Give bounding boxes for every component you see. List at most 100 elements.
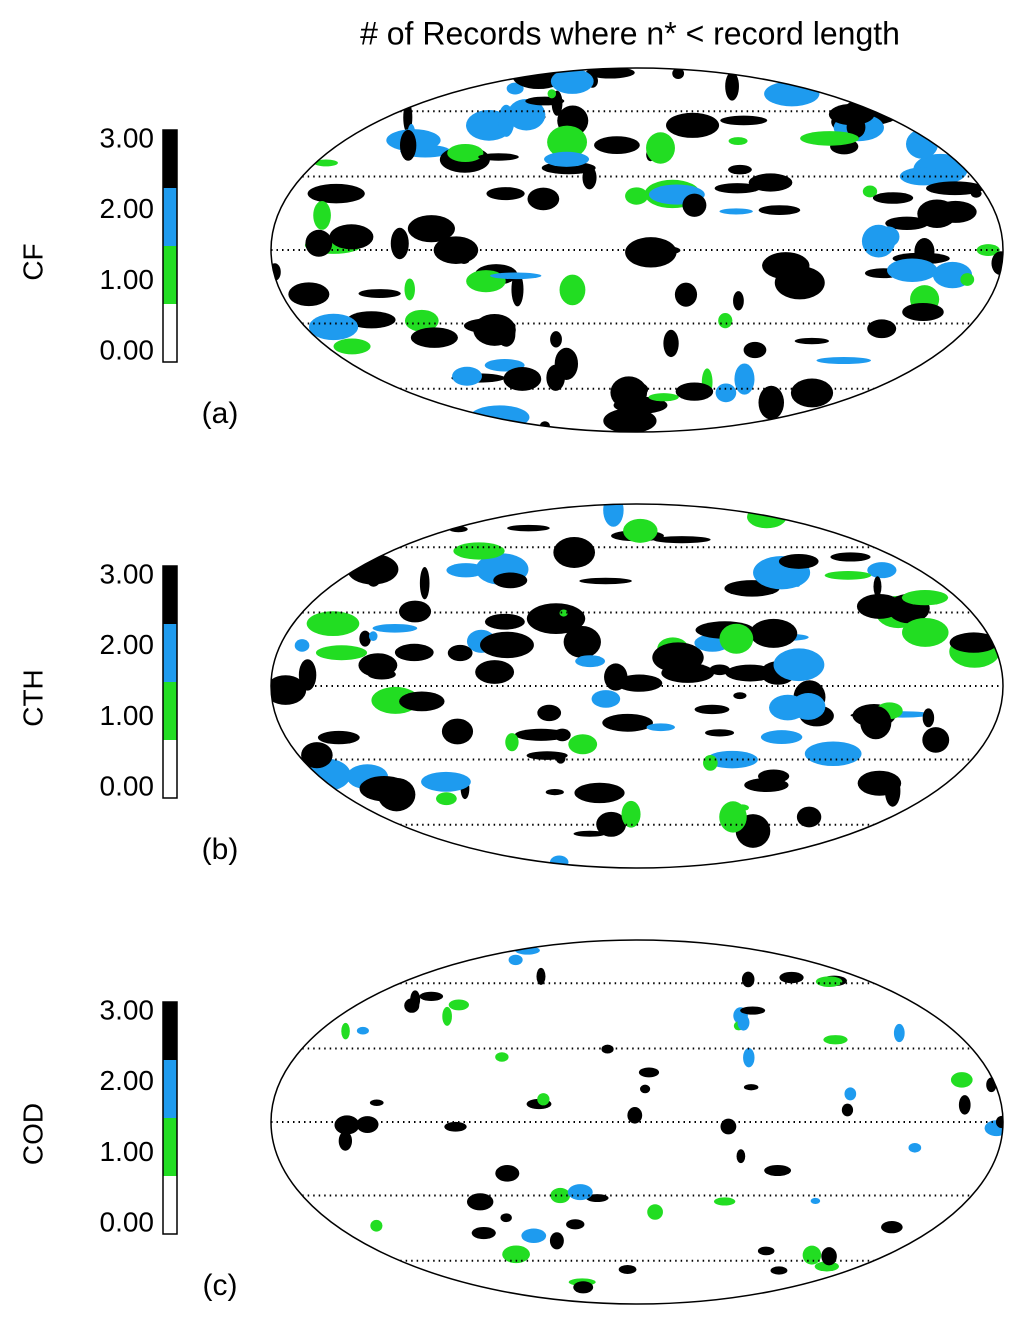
field-blob (306, 611, 360, 637)
figure-title: # of Records where n* < record length (360, 15, 900, 51)
map (271, 68, 1003, 432)
field-blob (334, 1115, 360, 1135)
field-blob (507, 98, 546, 131)
field-blob (638, 1067, 660, 1078)
field-blob (663, 329, 679, 358)
field-blob (333, 338, 371, 355)
field-blob (885, 216, 929, 231)
field-blob (743, 341, 767, 359)
field-blob (591, 690, 621, 708)
colorbar-tick-label: 1.00 (100, 700, 155, 731)
field-blob (922, 708, 935, 728)
field-blob (419, 991, 444, 1001)
colorbar-segment (163, 566, 177, 624)
colorbar-segment (163, 1002, 177, 1060)
field-blob (705, 729, 735, 737)
field-blob (762, 252, 810, 280)
field-blob (743, 1084, 759, 1091)
field-blob (887, 258, 938, 283)
field-blob (566, 1219, 585, 1230)
field-blob (713, 1197, 736, 1206)
field-blob (758, 769, 790, 784)
field-blob (271, 675, 307, 705)
field-blob (743, 1047, 755, 1068)
field-blob (719, 623, 754, 654)
field-blob (602, 713, 653, 732)
field-blob (526, 603, 586, 635)
colorbar-segment (163, 304, 177, 362)
field-blob (841, 1103, 854, 1117)
field-blob (490, 272, 542, 280)
field-blob (718, 312, 733, 329)
field-blob (682, 193, 707, 217)
panel-label: (c) (203, 1269, 238, 1302)
field-blob (549, 855, 569, 868)
field-blob (779, 971, 804, 984)
variable-label: CF (17, 243, 48, 280)
field-blob (958, 1095, 971, 1115)
field-blob (478, 153, 519, 161)
field-blob (720, 115, 768, 126)
field-blob (736, 1149, 746, 1164)
field-blob (404, 278, 415, 301)
field-blob (526, 751, 568, 760)
field-blob (790, 378, 834, 408)
variable-label: COD (17, 1103, 48, 1165)
field-blob (399, 129, 417, 161)
field-blob (329, 224, 374, 250)
field-blob (574, 782, 625, 804)
field-blob (893, 1023, 905, 1043)
field-blob (553, 536, 596, 568)
field-blob (741, 971, 755, 988)
field-blob (585, 1194, 609, 1203)
field-blob (369, 1099, 384, 1107)
field-blob (338, 1131, 353, 1151)
field-blob (672, 68, 685, 79)
field-blob (810, 1197, 821, 1205)
colorbar-segment (163, 188, 177, 246)
field-blob (471, 1226, 496, 1240)
field-blob (926, 181, 984, 196)
field-blob (358, 289, 401, 298)
field-blob (949, 632, 998, 653)
map (271, 504, 1003, 868)
field-blob (719, 801, 747, 833)
field-blob (573, 1281, 594, 1294)
field-blob (625, 187, 649, 205)
colorbar-tick-label: 0.00 (100, 1206, 155, 1237)
field-blob (746, 505, 787, 529)
field-blob (773, 648, 825, 682)
field-blob (830, 552, 871, 562)
field-blob (757, 1246, 775, 1256)
field-blob (740, 1006, 766, 1015)
field-blob (844, 1087, 857, 1101)
colorbar-segment (163, 1060, 177, 1118)
field-blob (922, 727, 950, 753)
map-outline (270, 503, 1004, 869)
field-blob (544, 151, 590, 167)
field-blob (495, 1052, 509, 1062)
colorbar-segment (163, 740, 177, 798)
field-blob (436, 792, 457, 806)
field-blob (521, 1228, 547, 1244)
field-blob (737, 1014, 750, 1031)
field-blob (850, 712, 890, 719)
field-blob (881, 1221, 903, 1234)
field-blob (549, 1232, 564, 1250)
field-blob (313, 159, 338, 167)
field-blob (390, 227, 409, 260)
colorbar-tick-label: 0.00 (100, 770, 155, 801)
field-blob (639, 1084, 651, 1094)
field-blob (358, 653, 398, 678)
field-blob (709, 664, 731, 676)
field-blob (536, 967, 546, 985)
field-blob (356, 1116, 379, 1134)
field-blob (719, 208, 753, 215)
field-blob (734, 363, 755, 395)
field-blob (484, 613, 525, 630)
field-blob (545, 789, 564, 796)
field-blob (573, 830, 606, 837)
field-blob (356, 1026, 369, 1035)
field-blob (308, 313, 359, 341)
field-blob (950, 1072, 973, 1088)
